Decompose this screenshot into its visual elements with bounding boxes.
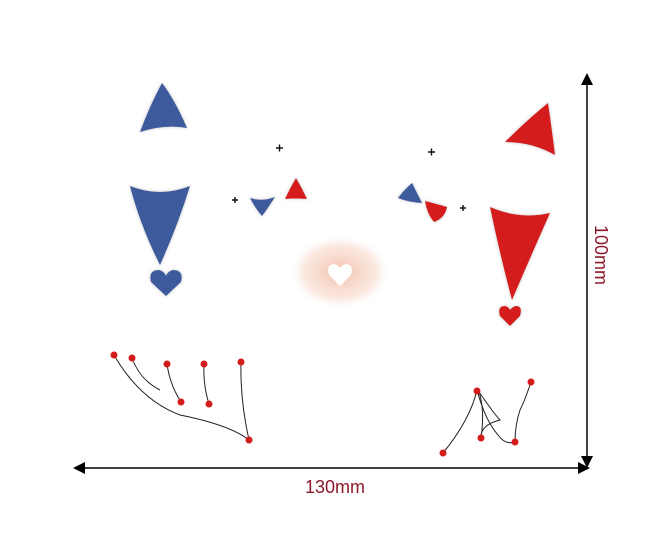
- white-heart: [328, 264, 352, 286]
- blue-brow: [140, 83, 187, 132]
- width-label: 130mm: [305, 477, 365, 497]
- red-small: [425, 201, 447, 222]
- blue-eye: [130, 186, 190, 265]
- decals: [130, 83, 555, 326]
- branches: [110, 351, 535, 457]
- arrowheads: [73, 73, 593, 474]
- blue-small: [250, 197, 275, 216]
- sparkles: [232, 144, 466, 211]
- red-heart: [499, 306, 521, 326]
- height-label: 100mm: [591, 225, 611, 285]
- blue-heart: [150, 270, 182, 296]
- dimension-lines: [80, 80, 588, 469]
- center-glow: [288, 234, 392, 310]
- blue-small: [398, 183, 422, 203]
- red-brow: [505, 103, 555, 155]
- red-small: [285, 178, 307, 199]
- red-eye: [490, 207, 550, 300]
